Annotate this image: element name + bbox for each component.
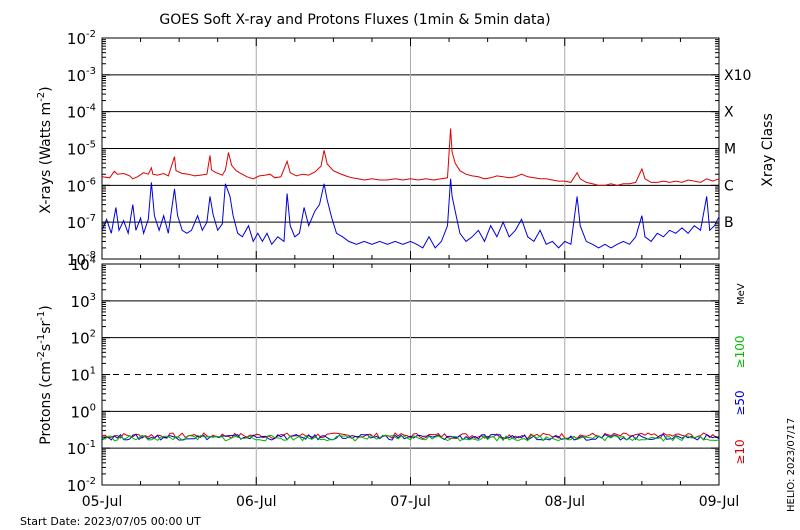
xray-class-labels: X10 X M C B: [724, 68, 751, 231]
xray-class-label: B: [724, 215, 734, 231]
chart-title: GOES Soft X-ray and Protons Fluxes (1min…: [159, 12, 550, 28]
xray-y-axis-label-main: X-rays (Watts m: [38, 102, 54, 214]
xray-panel: 10-8 10-7 10-6 10-5 10-4 10-3 10-2 X10 X M C B X-r…: [36, 29, 776, 269]
protons-series-group: [101, 432, 720, 442]
protons-y-tick-label: 103: [71, 292, 96, 311]
side-date-stamp: HELIO: 2023/07/17: [786, 418, 797, 512]
xray-day-gridlines: [255, 38, 566, 259]
xray-series-long: [101, 128, 720, 186]
protons-y-tick-labels: 10-2 10-1 100 101 102 103 104: [67, 255, 719, 495]
xray-y-tick-label: 10-8: [67, 250, 96, 269]
protons-y-tick-label: 104: [71, 255, 96, 274]
energy-label: ≥50: [733, 390, 747, 415]
xray-class-label: X: [724, 105, 734, 121]
protons-day-gridlines: [255, 264, 566, 485]
xray-series-short: [101, 178, 720, 249]
xray-y-axis-label: X-rays (Watts m-2): [36, 86, 54, 213]
protons-y-tick-label: 10-1: [67, 439, 96, 458]
xray-y-tick-label: 10-4: [67, 103, 96, 122]
xray-y-tick-label: 10-7: [67, 213, 96, 232]
protons-y-tick-label: 10-2: [67, 476, 96, 495]
xray-y-tick-label: 10-2: [67, 29, 96, 48]
energy-unit-label: MeV: [736, 283, 747, 305]
x-tick-label: 07-Jul: [390, 494, 431, 510]
energy-label: ≥100: [733, 336, 747, 369]
xray-y-tick-label: 10-3: [67, 66, 96, 85]
x-tick-label: 09-Jul: [699, 494, 740, 510]
start-date-label: Start Date: 2023/07/05 00:00 UT: [20, 515, 201, 528]
protons-y-tick-label: 101: [71, 366, 96, 385]
xray-class-label: C: [724, 178, 734, 194]
protons-series-≥10: [101, 432, 720, 440]
x-tick-label: 08-Jul: [544, 494, 585, 510]
protons-series-≥100: [101, 434, 720, 442]
protons-y-tick-label: 100: [71, 402, 96, 421]
xray-class-axis-label: Xray Class: [760, 113, 776, 187]
xray-y-axis-label-close: ): [38, 86, 54, 91]
proton-energy-labels: MeV ≥100 ≥50 ≥10: [733, 283, 747, 464]
protons-panel: 10-2 10-1 100 101 102 103 104 MeV ≥100 ≥50 ≥10 Pr…: [36, 255, 747, 495]
x-axis-tick-labels: 05-Jul 06-Jul 07-Jul 08-Jul 09-Jul: [82, 38, 740, 510]
xray-y-tick-labels: 10-8 10-7 10-6 10-5 10-4 10-3 10-2: [67, 29, 719, 269]
protons-y-axis-label: Protons (cm-2s-1sr-1): [36, 305, 54, 444]
xray-class-label: M: [724, 142, 736, 158]
xray-series-group: [101, 128, 720, 249]
xray-y-tick-label: 10-5: [67, 140, 96, 159]
xray-y-tick-label: 10-6: [67, 176, 96, 195]
energy-label: ≥10: [733, 439, 747, 464]
xray-y-axis-label-sup: -2: [36, 92, 47, 102]
xray-class-label: X10: [724, 68, 751, 84]
protons-y-tick-label: 102: [71, 329, 96, 348]
x-tick-label: 05-Jul: [82, 494, 123, 510]
x-tick-label: 06-Jul: [236, 494, 277, 510]
